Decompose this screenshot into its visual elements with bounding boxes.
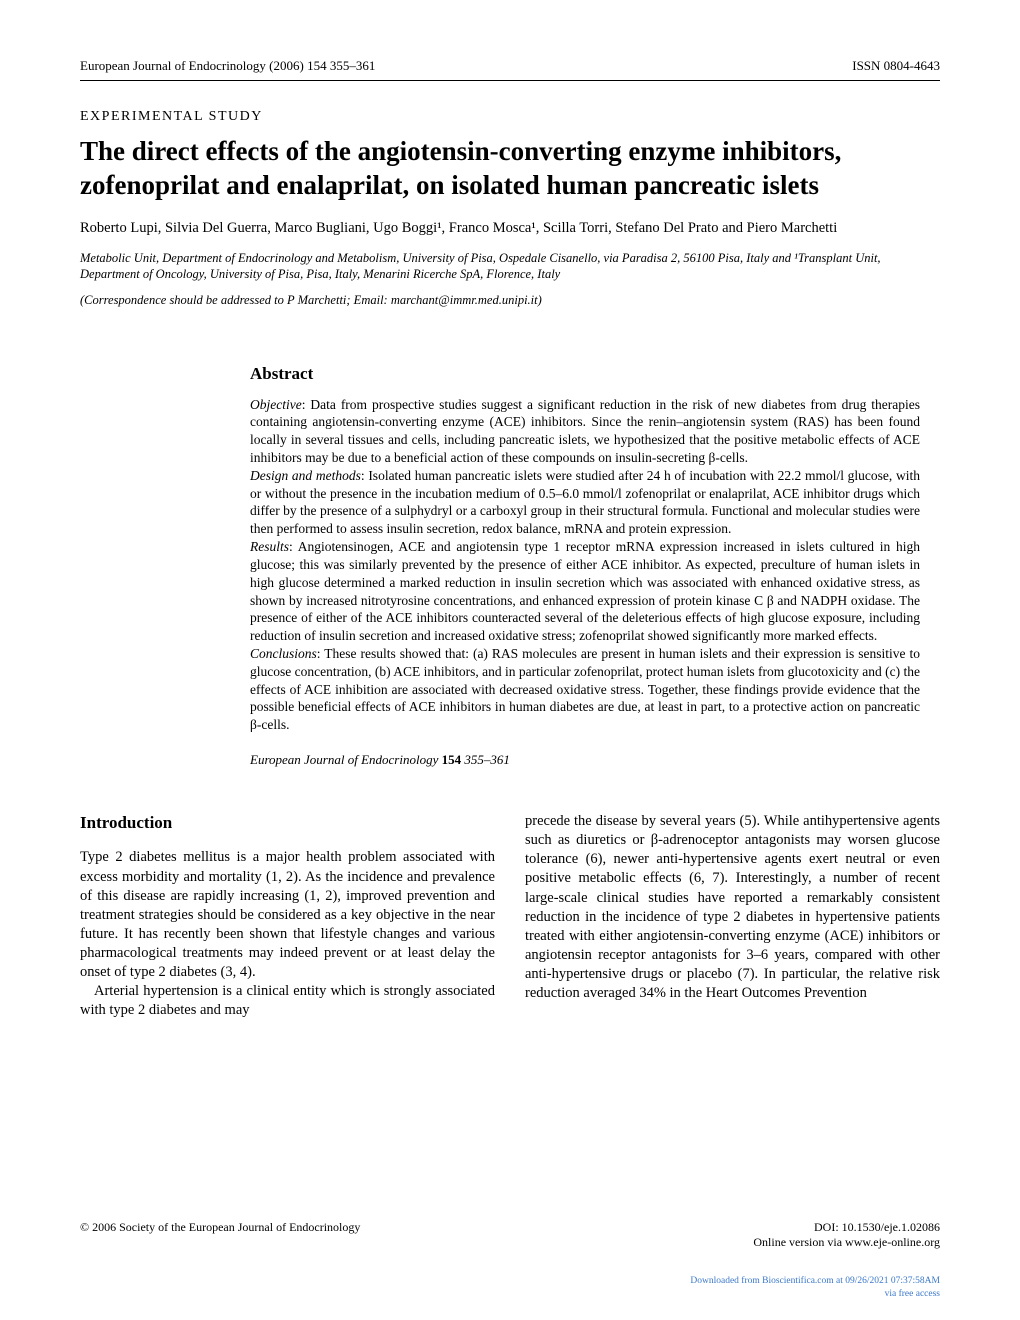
abstract-design-label: Design and methods	[250, 468, 361, 483]
column-right: precede the disease by several years (5)…	[525, 812, 940, 1021]
citation-prefix: European Journal of Endocrinology	[250, 752, 442, 767]
watermark-line-2: via free access	[885, 1289, 940, 1299]
abstract-text: Objective: Data from prospective studies…	[250, 396, 920, 734]
download-watermark: Downloaded from Bioscientifica.com at 09…	[690, 1275, 940, 1300]
abstract-block: Abstract Objective: Data from prospectiv…	[250, 364, 920, 768]
abstract-results-label: Results	[250, 539, 289, 554]
main-body: Introduction Type 2 diabetes mellitus is…	[80, 812, 940, 1021]
citation-volume: 154	[442, 752, 462, 767]
abstract-heading: Abstract	[250, 364, 920, 384]
copyright: © 2006 Society of the European Journal o…	[80, 1220, 360, 1250]
column-left: Introduction Type 2 diabetes mellitus is…	[80, 812, 495, 1021]
abstract-citation: European Journal of Endocrinology 154 35…	[250, 752, 920, 768]
affiliation: Metabolic Unit, Department of Endocrinol…	[80, 250, 940, 283]
journal-ref: European Journal of Endocrinology (2006)…	[80, 58, 375, 74]
watermark-line-1: Downloaded from Bioscientifica.com at 09…	[690, 1276, 940, 1286]
citation-pages: 355–361	[461, 752, 510, 767]
online-version: Online version via www.eje-online.org	[753, 1235, 940, 1249]
author-list: Roberto Lupi, Silvia Del Guerra, Marco B…	[80, 219, 940, 239]
issn: ISSN 0804-4643	[852, 58, 940, 74]
abstract-objective: : Data from prospective studies suggest …	[250, 397, 920, 465]
intro-paragraph-2: Arterial hypertension is a clinical enti…	[80, 982, 495, 1020]
intro-paragraph-3: precede the disease by several years (5)…	[525, 812, 940, 1003]
abstract-conclusions: : These results showed that: (a) RAS mol…	[250, 646, 920, 732]
abstract-conclusions-label: Conclusions	[250, 646, 317, 661]
page-footer: © 2006 Society of the European Journal o…	[80, 1220, 940, 1250]
article-title: The direct effects of the angiotensin-co…	[80, 135, 940, 203]
running-header: European Journal of Endocrinology (2006)…	[80, 58, 940, 81]
doi: DOI: 10.1530/eje.1.02086	[814, 1220, 940, 1234]
intro-paragraph-1: Type 2 diabetes mellitus is a major heal…	[80, 848, 495, 982]
abstract-objective-label: Objective	[250, 397, 302, 412]
article-type: EXPERIMENTAL STUDY	[80, 109, 940, 125]
footer-right: DOI: 10.1530/eje.1.02086 Online version …	[753, 1220, 940, 1250]
correspondence: (Correspondence should be addressed to P…	[80, 293, 940, 308]
introduction-heading: Introduction	[80, 812, 495, 834]
abstract-results: : Angiotensinogen, ACE and angiotensin t…	[250, 539, 920, 643]
